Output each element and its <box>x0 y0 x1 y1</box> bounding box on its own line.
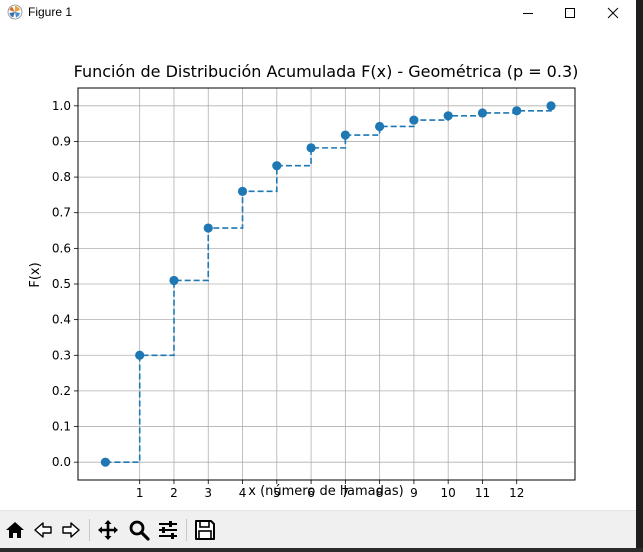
data-point <box>100 457 111 467</box>
window-title: Figure 1 <box>28 5 73 19</box>
matplotlib-logo-icon <box>7 4 23 20</box>
y-tick-label: 0.0 <box>52 455 71 469</box>
minimize-button[interactable] <box>505 0 551 26</box>
y-tick-label: 0.7 <box>52 206 71 220</box>
x-tick-label: 1 <box>136 486 144 500</box>
zoom-button[interactable] <box>126 517 152 543</box>
close-icon <box>607 7 619 19</box>
data-point <box>340 130 350 140</box>
x-axis-label: x (número de llamadas) <box>248 484 403 499</box>
y-tick-label: 0.4 <box>52 313 71 327</box>
close-button[interactable] <box>590 0 636 26</box>
x-tick-label: 8 <box>376 486 384 500</box>
data-point <box>272 161 282 171</box>
data-point <box>512 106 522 116</box>
data-point <box>237 186 248 196</box>
forward-arrow-icon <box>62 522 80 538</box>
data-point <box>409 115 419 125</box>
x-tick-label: 7 <box>342 486 350 500</box>
x-tick-label: 10 <box>441 486 456 500</box>
back-button[interactable] <box>30 517 56 543</box>
x-tick-label: 6 <box>307 486 315 500</box>
save-disk-icon <box>195 520 215 540</box>
y-tick-label: 0.1 <box>52 420 71 434</box>
x-tick-label: 5 <box>273 486 281 500</box>
grid-lines <box>78 88 575 480</box>
x-tick-label: 9 <box>410 486 418 500</box>
maximize-button[interactable] <box>547 0 593 26</box>
y-tick-label: 0.6 <box>52 241 71 255</box>
y-tick-label: 0.3 <box>52 348 71 362</box>
toolbar-separator <box>186 519 187 541</box>
x-tick-label: 4 <box>239 486 247 500</box>
y-axis-ticks: 0.0 0.1 0.2 0.3 0.4 0.5 0.6 0.7 0.8 0.9 1.0 <box>52 99 78 469</box>
data-point <box>169 275 179 286</box>
cdf-chart: Función de Distribución Acumulada F(x) -… <box>28 62 579 500</box>
home-icon <box>6 522 24 538</box>
data-point <box>375 121 385 132</box>
back-arrow-icon <box>34 522 52 538</box>
navigation-toolbar <box>0 510 636 549</box>
x-tick-label: 12 <box>509 486 524 500</box>
save-button[interactable] <box>192 517 218 543</box>
y-axis-label: F(x) <box>28 262 43 287</box>
window-edge <box>636 0 643 552</box>
zoom-magnifier-icon <box>129 520 150 541</box>
window-titlebar: Figure 1 <box>0 0 643 26</box>
home-button[interactable] <box>2 517 28 543</box>
maximize-icon <box>565 8 575 18</box>
chart-title: Función de Distribución Acumulada F(x) -… <box>74 62 579 81</box>
y-tick-label: 0.5 <box>52 277 71 291</box>
y-tick-label: 0.8 <box>52 170 71 184</box>
data-point <box>306 143 316 153</box>
data-points <box>100 101 556 467</box>
data-point <box>546 101 556 111</box>
pan-button[interactable] <box>95 517 121 543</box>
minimize-icon <box>523 13 533 14</box>
data-point <box>203 223 213 233</box>
pan-move-icon <box>98 520 118 540</box>
configure-subplots-button[interactable] <box>155 517 181 543</box>
x-tick-label: 11 <box>475 486 490 500</box>
x-axis-ticks: 1 2 3 4 5 6 7 8 9 10 11 12 <box>136 480 524 500</box>
data-point <box>135 350 145 360</box>
x-tick-label: 3 <box>204 486 212 500</box>
toolbar-separator <box>89 519 90 541</box>
data-point <box>477 108 488 118</box>
y-tick-label: 0.2 <box>52 384 71 398</box>
figure-canvas[interactable]: Función de Distribución Acumulada F(x) -… <box>0 26 636 510</box>
taskbar-strip <box>0 548 643 552</box>
forward-button[interactable] <box>58 517 84 543</box>
x-tick-label: 2 <box>170 486 178 500</box>
y-tick-label: 0.9 <box>52 134 71 148</box>
y-tick-label: 1.0 <box>52 99 71 113</box>
configure-subplots-icon <box>159 521 177 539</box>
data-point <box>443 111 453 121</box>
